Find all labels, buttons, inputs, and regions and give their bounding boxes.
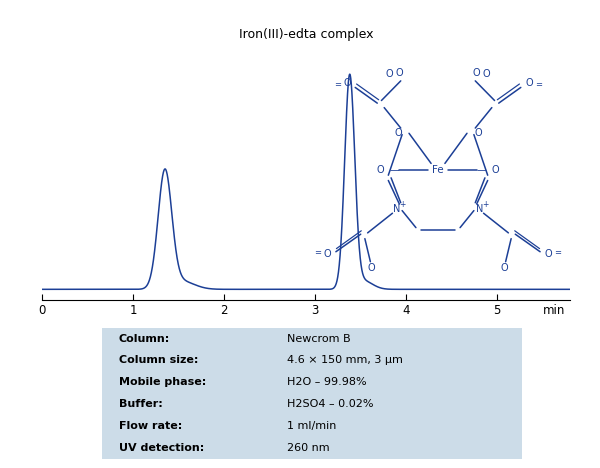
Text: O: O bbox=[395, 68, 403, 78]
Text: =: = bbox=[554, 248, 562, 257]
Text: 1 ml/min: 1 ml/min bbox=[287, 421, 336, 431]
Text: O: O bbox=[482, 69, 490, 79]
Text: =: = bbox=[334, 80, 341, 89]
Text: H2SO4 – 0.02%: H2SO4 – 0.02% bbox=[287, 399, 373, 409]
Text: Column size:: Column size: bbox=[119, 355, 198, 366]
Text: min: min bbox=[543, 304, 565, 317]
Text: +: + bbox=[482, 200, 488, 209]
Title: Iron(III)-edta complex: Iron(III)-edta complex bbox=[239, 29, 373, 42]
Text: Fe: Fe bbox=[432, 165, 444, 175]
Text: O: O bbox=[473, 68, 481, 78]
Text: UV detection:: UV detection: bbox=[119, 443, 204, 453]
Text: =: = bbox=[535, 80, 542, 89]
Text: Flow rate:: Flow rate: bbox=[119, 421, 182, 431]
Text: O: O bbox=[492, 165, 499, 175]
Text: Column:: Column: bbox=[119, 334, 170, 344]
Text: +: + bbox=[400, 200, 406, 209]
Text: O: O bbox=[525, 79, 533, 88]
Text: —: — bbox=[389, 165, 399, 175]
Text: O: O bbox=[343, 79, 351, 88]
Text: O: O bbox=[500, 263, 508, 273]
Text: Buffer:: Buffer: bbox=[119, 399, 163, 409]
Text: Mobile phase:: Mobile phase: bbox=[119, 377, 206, 387]
Text: O: O bbox=[474, 128, 482, 138]
Text: H2O – 99.98%: H2O – 99.98% bbox=[287, 377, 367, 387]
Text: N: N bbox=[476, 205, 483, 214]
FancyBboxPatch shape bbox=[102, 328, 522, 459]
Text: N: N bbox=[393, 205, 400, 214]
Text: O: O bbox=[394, 128, 402, 138]
Text: O: O bbox=[368, 263, 376, 273]
Text: O: O bbox=[324, 249, 331, 259]
Text: 260 nm: 260 nm bbox=[287, 443, 329, 453]
Text: —: — bbox=[477, 165, 487, 175]
Text: Newcrom B: Newcrom B bbox=[287, 334, 350, 344]
Text: O: O bbox=[377, 165, 384, 175]
Text: 4.6 × 150 mm, 3 μm: 4.6 × 150 mm, 3 μm bbox=[287, 355, 403, 366]
Text: O: O bbox=[545, 249, 552, 259]
Text: =: = bbox=[314, 248, 322, 257]
Text: O: O bbox=[386, 69, 394, 79]
